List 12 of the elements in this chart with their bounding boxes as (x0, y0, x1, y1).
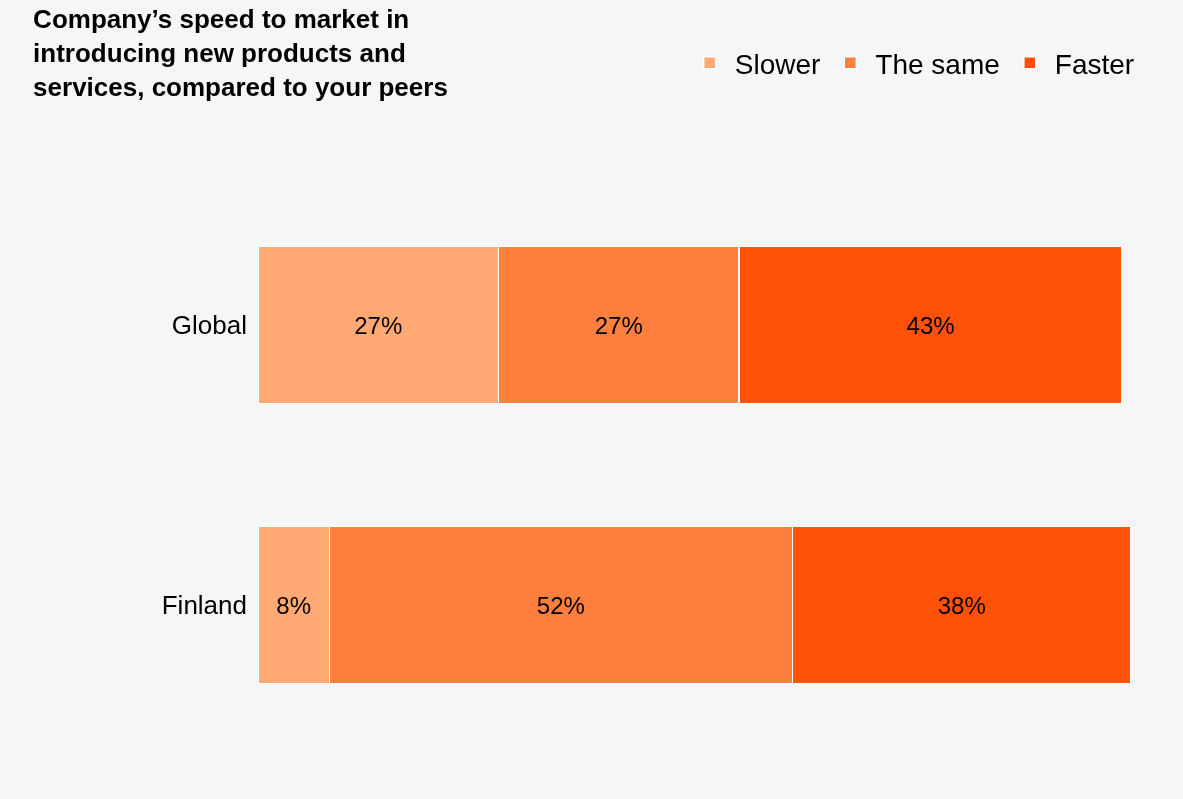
chart-title: Company’s speed to market in introducing new products and services, compared to your peers (33, 4, 448, 102)
y-tick-label: Finland (161, 590, 247, 621)
y-tick-label: Global (171, 310, 247, 341)
data-label: 52% (536, 591, 585, 619)
legend-label: The same (875, 48, 1000, 80)
data-label: 43% (906, 311, 955, 339)
data-label: 27% (594, 311, 643, 339)
data-label: 38% (937, 591, 986, 619)
legend-label: Faster (1054, 48, 1135, 80)
legend-label: Slower (734, 48, 821, 80)
data-label: 8% (276, 591, 311, 619)
data-label: 27% (354, 311, 403, 339)
